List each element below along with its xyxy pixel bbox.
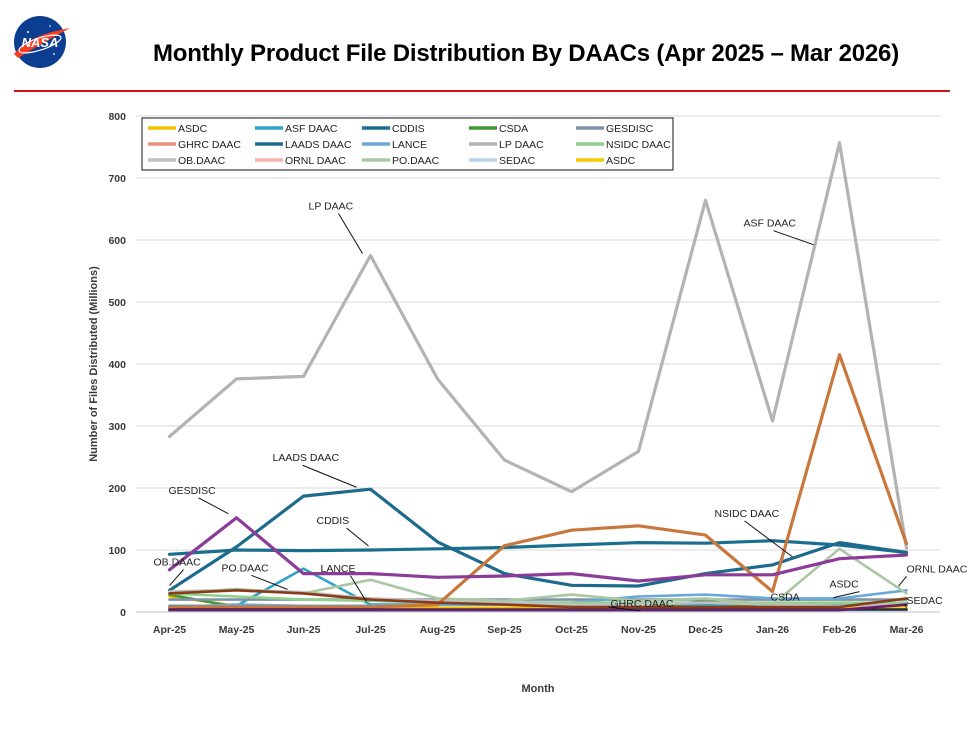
y-tick-label: 400 — [108, 359, 126, 371]
annotation-leader — [302, 464, 357, 488]
annotation-leader — [251, 574, 288, 590]
y-axis-title: Number of Files Distributed (Millions) — [88, 266, 100, 462]
y-tick-label: 800 — [108, 111, 126, 123]
legend: ASDC ASF DAAC CDDIS CSDA GESDISC GHRC DAAC LAA… — [141, 117, 674, 171]
x-tick-labels: Apr-25 May-25 Jun-25 Jul-25 Aug-25 Sep-25 Oct-… — [153, 624, 924, 636]
annotation-leader — [338, 213, 363, 254]
annotation-label: ASF DAAC — [744, 218, 797, 230]
legend-entry: NSIDC DAAC — [606, 139, 671, 151]
x-tick-label: Jul-25 — [355, 624, 386, 636]
legend-entry: GESDISC — [606, 123, 654, 135]
annotation-label: LAADS DAAC — [273, 452, 340, 464]
annotation-leader — [744, 520, 793, 558]
series-line-unlabeled-16 — [167, 516, 909, 583]
x-tick-label: Jan-26 — [756, 624, 789, 636]
x-tick-label: Nov-25 — [621, 624, 656, 636]
annotation-label: NSIDC DAAC — [715, 508, 780, 520]
series-line-lp-daac — [167, 141, 909, 550]
annotation-leader — [773, 230, 814, 246]
annotation-label: LP DAAC — [309, 201, 354, 213]
legend-entry: ASDC — [178, 123, 208, 135]
annotation-label: SEDAC — [907, 595, 944, 607]
annotation-leader — [169, 569, 184, 586]
series-line-unlabeled-19 — [168, 603, 908, 612]
legend-entry: GHRC DAAC — [178, 139, 241, 151]
legend-entry: ORNL DAAC — [285, 155, 346, 167]
legend-entry: CSDA — [499, 123, 528, 135]
series-line-unlabeled-15 — [167, 353, 909, 609]
legend-entry: LANCE — [392, 139, 427, 151]
annotation-label: GHRC DAAC — [611, 598, 674, 610]
legend-entry: SEDAC — [499, 155, 536, 167]
page-title: Monthly Product File Distribution By DAA… — [152, 40, 899, 67]
annotation-label: LANCE — [321, 563, 356, 575]
x-tick-label: Feb-26 — [823, 624, 857, 636]
y-tick-label: 500 — [108, 297, 126, 309]
x-tick-label: Aug-25 — [420, 624, 456, 636]
annotation-label: OB.DAAC — [154, 557, 202, 569]
y-tick-label: 300 — [108, 421, 126, 433]
annotation-leader — [904, 603, 907, 609]
annotation-label: PO.DAAC — [222, 562, 270, 574]
annotation-label: ORNL DAAC — [907, 563, 968, 575]
annotation-leader — [833, 591, 860, 599]
legend-entry: ASF DAAC — [285, 123, 338, 135]
annotation-label: CSDA — [771, 592, 800, 604]
series-line-laads-daac — [167, 487, 909, 592]
x-tick-label: Apr-25 — [153, 624, 186, 636]
x-axis-title: Month — [522, 683, 555, 695]
y-tick-label: 100 — [108, 545, 126, 557]
series-lines — [167, 141, 909, 613]
annotation-label: GESDISC — [169, 485, 217, 497]
nasa-logo: NASA — [14, 16, 70, 68]
legend-entry: LP DAAC — [499, 139, 544, 151]
y-tick-label: 700 — [108, 173, 126, 185]
y-tick-label: 600 — [108, 235, 126, 247]
annotation-leader — [608, 606, 641, 612]
y-tick-label: 0 — [120, 607, 126, 619]
series-line-unlabeled-17 — [168, 588, 908, 609]
annotation-label: CDDIS — [317, 515, 350, 527]
y-tick-labels: 0 100 200 300 400 500 600 700 800 — [108, 111, 126, 619]
legend-entry: CDDIS — [392, 123, 425, 135]
x-tick-label: Mar-26 — [890, 624, 924, 636]
svg-text:NASA: NASA — [22, 35, 59, 50]
annotation-leader — [350, 575, 367, 603]
legend-entry: PO.DAAC — [392, 155, 440, 167]
y-tick-label: 200 — [108, 483, 126, 495]
annotation-label: ASDC — [830, 579, 860, 591]
x-tick-label: Sep-25 — [487, 624, 522, 636]
legend-entry: LAADS DAAC — [285, 139, 352, 151]
series-line-cddis — [167, 539, 909, 556]
annotation-leader — [198, 497, 229, 515]
x-tick-label: Jun-25 — [287, 624, 321, 636]
legend-entry: OB.DAAC — [178, 155, 226, 167]
annotation-leader — [346, 527, 369, 547]
title-divider — [14, 90, 950, 92]
annotation-leader — [898, 575, 907, 587]
x-tick-label: Dec-25 — [688, 624, 723, 636]
legend-entry: ASDC — [606, 155, 636, 167]
annotations: LP DAAC LAADS DAAC GESDISC CDDIS PO.DAAC LANC… — [154, 201, 968, 612]
x-tick-label: May-25 — [219, 624, 255, 636]
x-tick-label: Oct-25 — [555, 624, 588, 636]
